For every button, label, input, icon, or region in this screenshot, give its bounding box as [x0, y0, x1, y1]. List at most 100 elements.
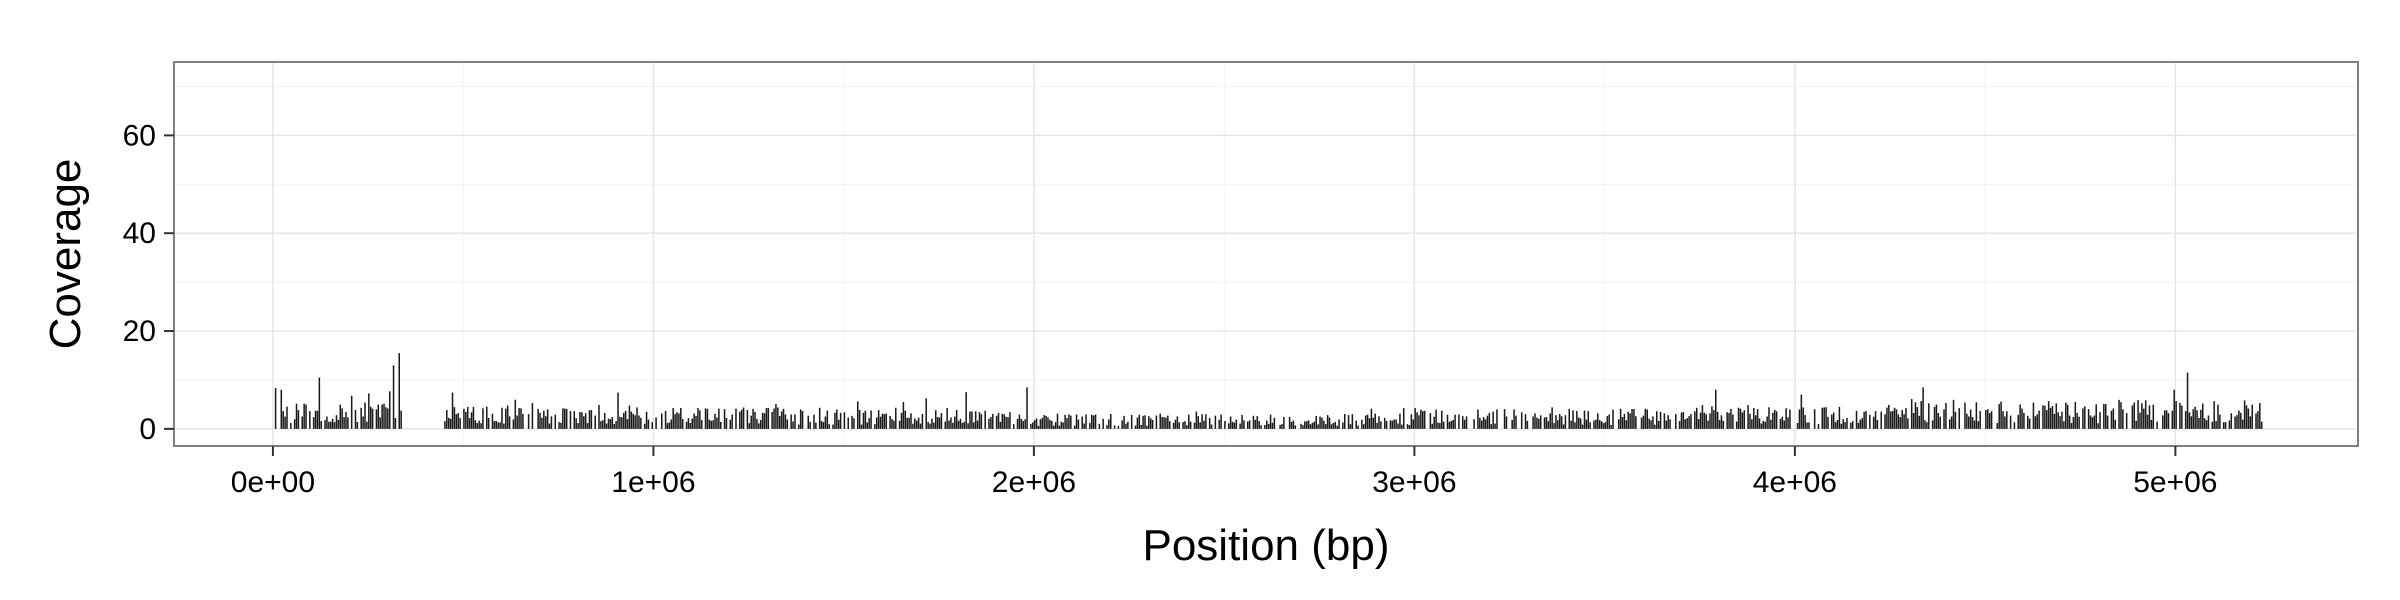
coverage-bar: [1657, 420, 1660, 429]
coverage-bar: [1465, 416, 1468, 429]
coverage-bar: [356, 422, 359, 429]
coverage-bar: [611, 417, 614, 429]
coverage-bar: [1001, 413, 1004, 429]
coverage-bar: [1572, 410, 1574, 429]
coverage-bar: [809, 421, 811, 429]
coverage-bar: [1220, 414, 1222, 429]
coverage-bar: [1718, 420, 1721, 429]
coverage-bar: [360, 407, 362, 429]
coverage-bar: [626, 419, 629, 429]
coverage-bar: [778, 416, 781, 429]
coverage-bar: [856, 401, 859, 429]
coverage-bar: [990, 417, 992, 429]
coverage-bar: [1675, 414, 1677, 429]
coverage-bar: [1821, 407, 1824, 429]
coverage-bar: [335, 415, 338, 429]
coverage-bar: [1279, 424, 1281, 429]
coverage-bar: [554, 414, 557, 429]
coverage-bar: [2125, 413, 2128, 429]
coverage-bar: [463, 408, 465, 429]
coverage-bar: [1832, 412, 1835, 429]
coverage-bar: [1998, 404, 2000, 429]
coverage-bar: [858, 409, 861, 429]
coverage-bar: [1827, 416, 1829, 429]
coverage-bar: [314, 410, 317, 429]
coverage-bar: [605, 423, 608, 429]
coverage-bar: [874, 424, 876, 429]
coverage-bar: [748, 423, 751, 429]
coverage-bar: [767, 407, 770, 429]
coverage-bar: [1294, 425, 1297, 429]
coverage-bar: [1844, 422, 1846, 429]
coverage-bar: [2181, 405, 2183, 429]
coverage-bar: [1968, 416, 1970, 429]
coverage-bar: [1397, 423, 1399, 429]
coverage-bar: [2163, 410, 2166, 429]
coverage-bar: [366, 421, 368, 429]
coverage-bar: [685, 421, 688, 429]
coverage-bar: [860, 424, 863, 429]
coverage-bar: [305, 404, 307, 429]
coverage-bar: [501, 407, 503, 429]
coverage-bar: [2152, 404, 2155, 429]
coverage-bar: [1640, 417, 1643, 429]
coverage-bar: [1602, 423, 1605, 429]
coverage-bar: [697, 408, 699, 429]
coverage-bar: [539, 412, 541, 429]
coverage-bar: [638, 415, 640, 429]
coverage-bar: [2240, 412, 2242, 429]
coverage-bar: [628, 405, 631, 429]
coverage-bar: [472, 406, 475, 429]
coverage-bar: [1125, 423, 1127, 429]
coverage-bar: [1538, 418, 1540, 429]
y-tick-label: 20: [123, 315, 156, 348]
coverage-bar: [1047, 417, 1049, 429]
coverage-bar: [1408, 425, 1411, 429]
coverage-bar: [1642, 415, 1645, 429]
coverage-bar: [1026, 387, 1028, 429]
coverage-bar: [1203, 420, 1205, 429]
coverage-bar: [1486, 415, 1489, 429]
coverage-bar: [1102, 418, 1104, 429]
coverage-bar: [1172, 422, 1175, 429]
coverage-bar: [1433, 416, 1435, 429]
coverage-bar: [301, 416, 303, 429]
coverage-bar: [1855, 410, 1858, 429]
coverage-bar: [1604, 422, 1607, 429]
coverage-bar: [927, 422, 929, 429]
coverage-bar: [1056, 413, 1059, 429]
coverage-bar: [1452, 419, 1454, 429]
coverage-bar: [1347, 415, 1350, 429]
coverage-bar: [640, 417, 642, 429]
coverage-bar: [1802, 407, 1805, 429]
coverage-bar: [1205, 414, 1207, 429]
coverage-bar: [813, 414, 815, 429]
coverage-bar: [955, 410, 958, 429]
coverage-bar: [1730, 408, 1732, 429]
coverage-bar: [1188, 414, 1190, 429]
coverage-bar: [761, 412, 764, 429]
coverage-bar: [1342, 422, 1344, 429]
coverage-bar: [1258, 421, 1260, 429]
coverage-bar: [1321, 417, 1323, 429]
coverage-bar: [1290, 421, 1293, 429]
coverage-bar: [541, 417, 543, 429]
coverage-bar: [1964, 402, 1966, 429]
coverage-bar: [282, 411, 284, 429]
coverage-bar: [763, 413, 766, 429]
coverage-bar: [1579, 418, 1582, 429]
coverage-bar: [2203, 418, 2206, 429]
coverage-bar: [1224, 421, 1226, 429]
coverage-bar: [584, 413, 587, 429]
coverage-bar: [1161, 416, 1163, 429]
coverage-bar: [1041, 417, 1044, 429]
coverage-bar: [1558, 414, 1561, 429]
coverage-bar: [1985, 410, 1987, 429]
coverage-bar: [1168, 421, 1171, 429]
coverage-bar: [1305, 421, 1308, 429]
coverage-bar: [1608, 414, 1610, 429]
coverage-bar: [560, 422, 562, 429]
coverage-bar: [286, 406, 288, 429]
coverage-bar: [1235, 419, 1238, 429]
coverage-bar: [898, 420, 901, 429]
